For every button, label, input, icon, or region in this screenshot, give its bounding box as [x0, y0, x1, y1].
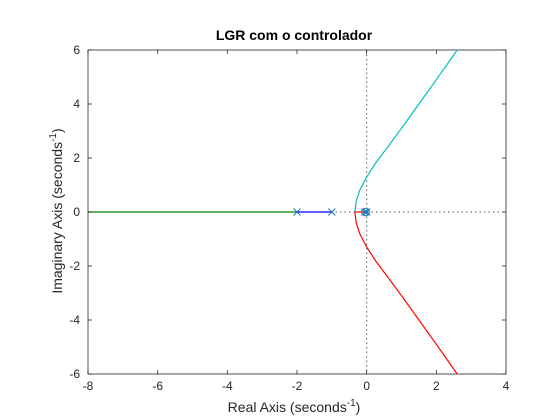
x-axis-label-main: Real Axis (seconds [228, 399, 347, 415]
zero-marker-0 [361, 207, 370, 217]
pole-marker-0 [293, 208, 301, 216]
x-tick-label-2: -4 [222, 379, 233, 393]
y-tick-label-3: 0 [73, 205, 80, 219]
x-tick-label-1: -6 [152, 379, 163, 393]
marker-group [293, 207, 371, 217]
y-tick-label-4: 2 [73, 151, 80, 165]
x-tick-label-6: 4 [503, 379, 510, 393]
y-tick-label-5: 4 [73, 97, 80, 111]
y-axis-label-sup: -1 [48, 133, 59, 142]
x-axis-label-sup: -1 [347, 398, 356, 409]
x-tick-label-0: -8 [83, 379, 94, 393]
y-tick-label-0: -6 [69, 367, 80, 381]
x-tick-label-4: 0 [363, 379, 370, 393]
series-line-3 [354, 49, 458, 213]
x-axis-label: Real Axis (seconds-1) [228, 398, 361, 415]
chart-title: LGR com o controlador [216, 27, 373, 43]
y-tick-label-1: -4 [69, 313, 80, 327]
y-axis-label-close: ) [49, 128, 65, 133]
x-tick-label-5: 2 [433, 379, 440, 393]
series-group [88, 49, 458, 375]
y-tick-label-6: 6 [73, 43, 80, 57]
pole-marker-1 [327, 208, 336, 216]
y-axis-label-main: Imaginary Axis (seconds [49, 142, 65, 294]
y-axis-label: Imaginary Axis (seconds-1) [48, 128, 65, 293]
x-axis-label-close: ) [356, 399, 361, 415]
series-line-2 [354, 211, 458, 375]
y-tick-label-2: -2 [69, 259, 80, 273]
x-tick-label-3: -2 [292, 379, 303, 393]
